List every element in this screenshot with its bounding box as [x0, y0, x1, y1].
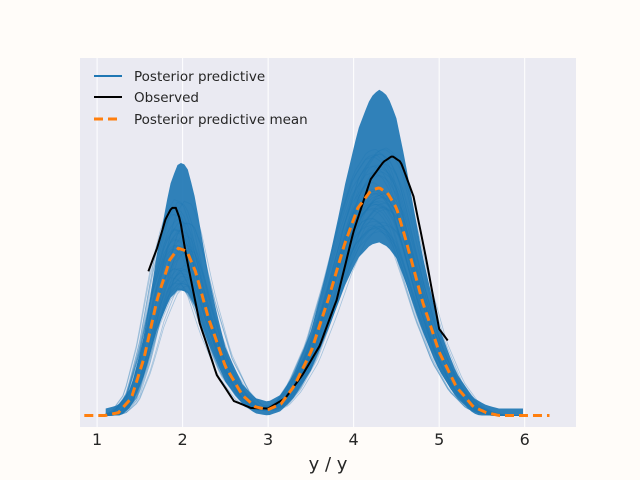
legend-label-posterior-predictive: Posterior predictive [134, 69, 265, 85]
posterior-predictive-sample-line [105, 218, 523, 416]
posterior-predictive-sample-line [105, 165, 523, 416]
posterior-predictive-sample-line [105, 214, 523, 416]
posterior-predictive-sample-line [105, 203, 523, 416]
posterior-predictive-band-fill [105, 89, 523, 416]
x-axis-label: y / y [309, 454, 348, 475]
posterior-predictive-sample-line [105, 206, 523, 416]
posterior-predictive-sample-line [105, 147, 523, 416]
posterior-predictive-sample-line [105, 225, 523, 416]
legend-label-observed: Observed [134, 90, 199, 106]
posterior-predictive-sample-line [105, 153, 523, 416]
posterior-predictive-sample-line [105, 208, 523, 416]
legend-label-posterior-predictive-mean: Posterior predictive mean [134, 112, 308, 128]
posterior-predictive-sample-line [105, 153, 523, 416]
posterior-predictive-sample-line [105, 193, 523, 416]
posterior-predictive-sample-line [105, 207, 523, 416]
posterior-predictive-sample-line [105, 149, 523, 416]
posterior-predictive-sample-line [105, 227, 523, 416]
posterior-predictive-sample-line [105, 207, 523, 416]
posterior-predictive-sample-line [105, 172, 523, 416]
x-tick-label-4: 4 [349, 430, 359, 449]
posterior-predictive-sample-line [105, 201, 523, 416]
posterior-predictive-sample-line [105, 189, 523, 416]
x-tick-label-3: 3 [263, 430, 273, 449]
x-tick-labels: 1 2 3 4 5 6 [92, 430, 530, 449]
series-layer [84, 155, 550, 417]
posterior-predictive-sample-line [105, 224, 523, 416]
x-tick-label-6: 6 [520, 430, 530, 449]
posterior-predictive-sample-line [105, 228, 523, 416]
legend: Posterior predictive Observed Posterior … [94, 69, 308, 128]
posterior-predictive-sample-line [105, 202, 523, 416]
posterior-predictive-sample-line [105, 156, 523, 416]
posterior-predictive-sample-line [105, 231, 523, 416]
posterior-predictive-band [105, 89, 523, 416]
posterior-predictive-sample-line [105, 192, 523, 416]
x-tick-label-1: 1 [92, 430, 102, 449]
posterior-predictive-sample-line [105, 192, 523, 416]
posterior-predictive-sample-line [105, 190, 523, 416]
posterior-predictive-sample-line [105, 224, 523, 416]
posterior-predictive-sample-line [105, 182, 523, 416]
posterior-predictive-mean-line [84, 186, 550, 417]
posterior-predictive-sample-line [105, 163, 523, 416]
posterior-predictive-sample-line [105, 207, 523, 416]
posterior-predictive-sample-line [105, 168, 523, 416]
posterior-predictive-sample-line [105, 171, 523, 416]
x-tick-label-2: 2 [178, 430, 188, 449]
posterior-predictive-sample-line [105, 192, 523, 416]
x-tick-label-5: 5 [434, 430, 444, 449]
